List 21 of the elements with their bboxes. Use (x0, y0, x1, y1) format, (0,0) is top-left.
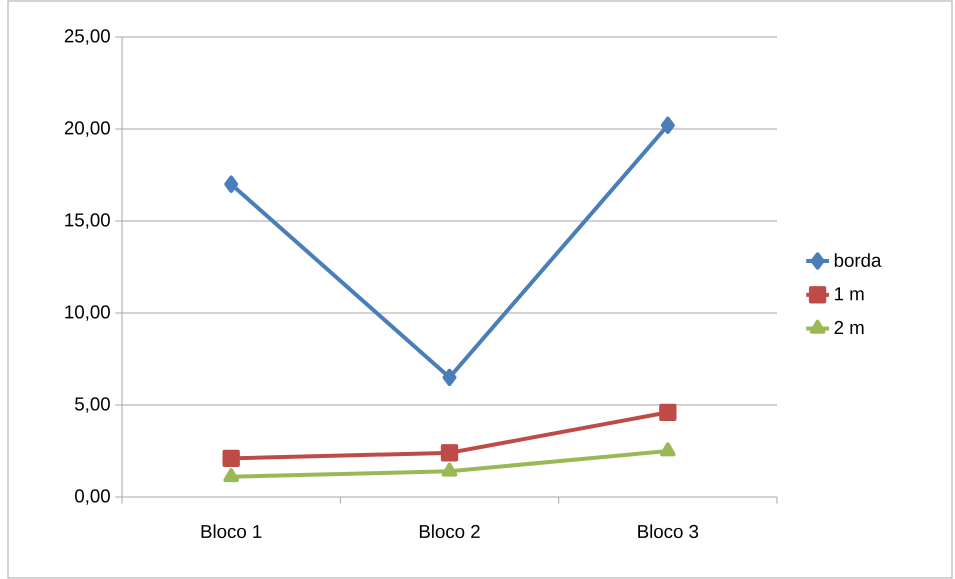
y-tick-label: 5,00 (75, 397, 110, 413)
point (660, 442, 676, 456)
y-tick-label: 15,00 (65, 213, 110, 229)
point (659, 404, 677, 422)
legend-label: 2 m (834, 320, 864, 334)
point (660, 116, 675, 134)
point (442, 462, 458, 477)
y-tick-label: 10,00 (65, 305, 110, 321)
x-tick-label: Bloco 2 (420, 524, 480, 538)
point (442, 368, 457, 386)
point (223, 468, 239, 482)
legend-label: borda (834, 253, 882, 267)
y-tick-label: 0,00 (75, 489, 110, 505)
y-tick-label: 20,00 (64, 121, 110, 137)
x-tick-label: Bloco 1 (202, 524, 262, 538)
x-tick-label: Bloco 3 (638, 524, 698, 538)
point (222, 450, 240, 468)
legend-label: 1 m (835, 287, 864, 300)
point (224, 176, 238, 193)
y-tick-label: 25,00 (64, 29, 110, 45)
point (440, 444, 458, 462)
